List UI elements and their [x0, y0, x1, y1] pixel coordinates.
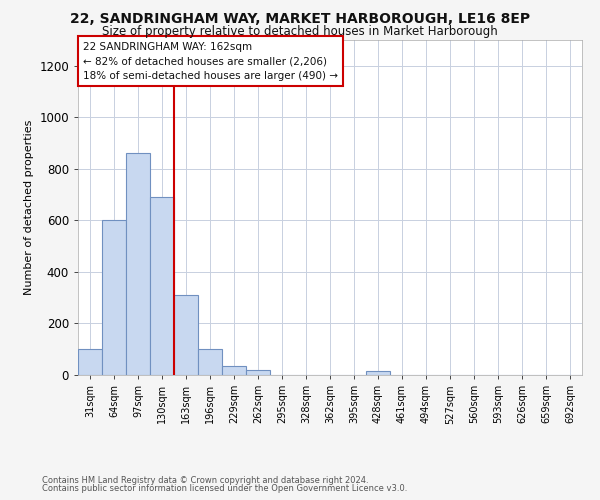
Text: 22 SANDRINGHAM WAY: 162sqm
← 82% of detached houses are smaller (2,206)
18% of s: 22 SANDRINGHAM WAY: 162sqm ← 82% of deta… — [83, 42, 338, 82]
Bar — [174, 295, 198, 375]
Bar — [126, 154, 150, 375]
Text: Contains public sector information licensed under the Open Government Licence v3: Contains public sector information licen… — [42, 484, 407, 493]
Bar — [102, 220, 126, 375]
Text: Size of property relative to detached houses in Market Harborough: Size of property relative to detached ho… — [102, 25, 498, 38]
Bar — [246, 370, 270, 375]
Bar — [366, 371, 390, 375]
Text: Contains HM Land Registry data © Crown copyright and database right 2024.: Contains HM Land Registry data © Crown c… — [42, 476, 368, 485]
Text: 22, SANDRINGHAM WAY, MARKET HARBOROUGH, LE16 8EP: 22, SANDRINGHAM WAY, MARKET HARBOROUGH, … — [70, 12, 530, 26]
Bar — [198, 349, 222, 375]
Y-axis label: Number of detached properties: Number of detached properties — [23, 120, 34, 295]
Bar — [222, 366, 246, 375]
Bar — [150, 197, 174, 375]
Bar — [78, 349, 102, 375]
